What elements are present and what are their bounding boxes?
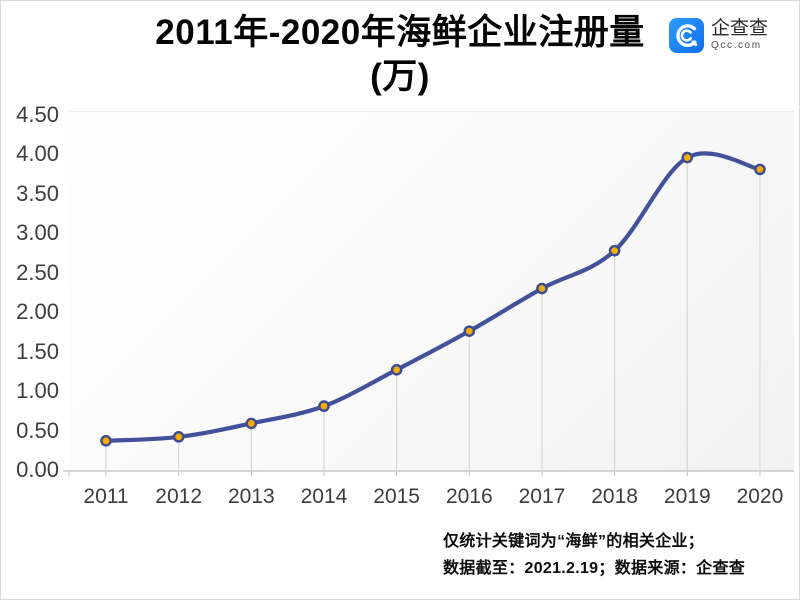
footer-note-line1: 仅统计关键词为“海鲜”的相关企业； bbox=[443, 533, 705, 550]
data-point[interactable] bbox=[536, 282, 548, 295]
qcc-logo-text: 企查查 Qcc.com bbox=[711, 18, 768, 52]
y-axis-tick-label: 1.50 bbox=[16, 338, 59, 364]
qcc-logo-icon bbox=[669, 18, 704, 53]
data-point[interactable] bbox=[608, 244, 621, 257]
y-axis-tick-label: 0.50 bbox=[16, 417, 59, 443]
x-axis-tick-label: 2016 bbox=[445, 485, 493, 508]
y-axis-tick-label: 4.50 bbox=[16, 101, 59, 127]
data-point[interactable] bbox=[172, 431, 185, 443]
x-axis-tick-label: 2012 bbox=[155, 485, 203, 508]
qcc-logo-name: 企查查 bbox=[711, 18, 769, 39]
y-axis-tick-label: 2.00 bbox=[16, 299, 59, 325]
x-axis-tick-label: 2019 bbox=[663, 485, 711, 508]
data-point[interactable] bbox=[245, 417, 258, 430]
qcc-logo-domain: Qcc.com bbox=[711, 40, 762, 51]
footer-note-line2: 数据截至：2021.2.19；数据来源：企查查 bbox=[443, 560, 746, 577]
x-axis-tick-label: 2018 bbox=[591, 485, 638, 508]
data-point[interactable] bbox=[390, 363, 403, 376]
x-axis-tick-label: 2014 bbox=[300, 485, 348, 508]
x-axis-tick-label: 2011 bbox=[83, 485, 129, 508]
x-axis-tick-label: 2017 bbox=[518, 485, 566, 508]
chart-title: 2011年-2020年海鲜企业注册量 (万) bbox=[1, 11, 799, 99]
data-point[interactable] bbox=[681, 151, 694, 164]
y-axis-tick-label: 4.00 bbox=[16, 141, 59, 167]
y-axis-tick-label: 0.00 bbox=[16, 457, 59, 482]
chart-title-line1: 2011年-2020年海鲜企业注册量 bbox=[155, 13, 645, 52]
y-axis-tick-label: 2.50 bbox=[16, 259, 59, 285]
y-axis-tick-label: 3.00 bbox=[16, 220, 59, 246]
qcc-logo: 企查查 Qcc.com bbox=[669, 18, 768, 53]
series-line bbox=[103, 151, 762, 443]
data-point[interactable] bbox=[100, 435, 112, 447]
data-point[interactable] bbox=[463, 325, 476, 337]
x-axis-tick-label: 2020 bbox=[736, 485, 784, 508]
footer-notes: 仅统计关键词为“海鲜”的相关企业； 数据截至：2021.2.19；数据来源：企查… bbox=[443, 528, 745, 582]
x-axis-tick-label: 2015 bbox=[373, 485, 420, 508]
y-axis-tick-label: 3.50 bbox=[16, 180, 59, 206]
chart-title-line2: (万) bbox=[370, 57, 430, 96]
data-point[interactable] bbox=[318, 400, 330, 412]
x-axis-tick-label: 2013 bbox=[227, 485, 275, 508]
y-axis-tick-label: 1.00 bbox=[16, 378, 59, 404]
data-point[interactable] bbox=[754, 163, 766, 176]
